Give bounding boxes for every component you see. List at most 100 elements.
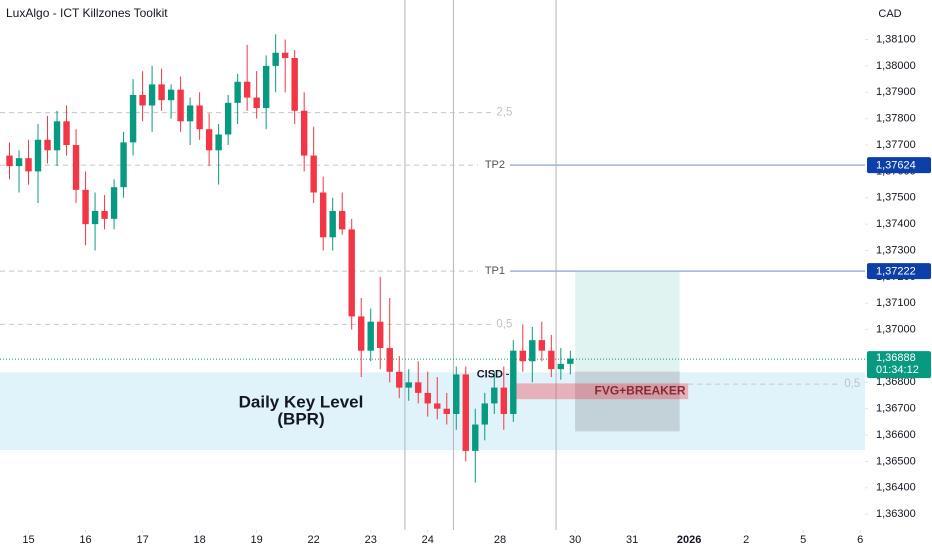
x-tick-label: 18 [193,534,205,546]
candle-body [538,340,546,351]
x-tick-label: 30 [569,534,581,546]
candle-body [262,65,270,109]
chart-title: LuxAlgo - ICT Killzones Toolkit [6,6,168,20]
candle-body [139,94,146,106]
y-tick-label: 1,37500 [876,192,916,204]
candle-body [34,139,42,172]
candle-body [491,387,498,404]
current-price-label: 1,36888 [876,352,916,364]
y-tick-label: 1,37800 [876,113,916,125]
candle-body [386,348,393,372]
y-tick-label: 1,38100 [876,33,916,45]
candle-body [44,139,51,151]
x-tick-label: 24 [422,534,434,546]
candle-body [424,392,431,404]
candle-body [462,374,469,451]
candle-body [177,89,184,122]
candle-body [234,81,241,103]
candle-body [396,371,403,388]
candle-body [110,187,118,219]
current-price-badge [867,351,931,379]
level-label: TP2 [485,159,505,171]
candle-body [377,321,384,349]
label-layer: Daily Key Level(BPR) FVG+BREAKER 2,5 0,5 0,5… [22,33,931,546]
y-tick-label: 1,37000 [876,324,916,336]
candle-body [557,363,565,370]
y-tick-label: 1,38000 [876,60,916,72]
currency-label: CAD [878,8,901,20]
time-axis [0,530,865,550]
x-tick-label: 19 [251,534,263,546]
candle-body [272,52,279,66]
fib-level-label: 2,5 [496,107,512,119]
target-zone [575,271,680,372]
y-tick-label: 1,36300 [876,508,916,520]
x-tick-label: 2026 [677,534,701,546]
y-tick-label: 1,36400 [876,482,916,494]
candle-body [205,129,213,151]
y-tick-label: 1,36500 [876,455,916,467]
candle-body [567,358,574,364]
candle-body [15,158,23,167]
key-level-zone [0,372,865,451]
candle-body [53,121,61,151]
candle-body [434,403,441,409]
candle-body [319,192,327,238]
candle-body [500,387,507,414]
candle-body [243,81,251,98]
stop-zone [575,371,680,432]
candle-body [415,382,422,393]
fvg-label: FVG+BREAKER [594,383,685,397]
candle-body [167,89,175,101]
candle-body [224,102,232,135]
candle-body [186,105,194,122]
x-tick-label: 17 [136,534,148,546]
candle-body [101,210,108,219]
x-tick-label: 28 [494,534,506,546]
x-tick-label: 15 [22,534,34,546]
x-tick-label: 2 [743,534,749,546]
x-tick-label: 6 [857,534,863,546]
candle-body [510,350,517,414]
candle-body [82,189,89,225]
x-tick-label: 22 [308,534,320,546]
y-tick-label: 1,36700 [876,403,916,415]
level-badge [867,263,931,280]
x-tick-label: 16 [79,534,91,546]
candle-body [291,58,298,111]
y-tick-label: 1,37300 [876,244,916,256]
candle-body [215,134,222,151]
candle-body [196,105,203,130]
candle-body [310,155,317,193]
candle-body [367,321,374,351]
candle-body [453,374,460,414]
x-tick-label: 31 [626,534,638,546]
y-tick-label: 1,37900 [876,86,916,98]
candle-body [405,382,412,388]
candle-body [300,110,308,156]
x-tick-label: 23 [365,534,377,546]
fvg-zone [509,383,689,400]
y-tick-label: 1,36600 [876,429,916,441]
candle-body [472,424,479,451]
candle-body [129,94,137,143]
candle-body [25,158,32,172]
candle-body [91,210,99,225]
candle-body [348,229,355,317]
overlay-layer [0,112,865,432]
candle-body [548,350,555,370]
candle-body [120,142,127,188]
level-badge-label: 1,37222 [876,265,916,277]
y-tick-label: 1,36800 [876,376,916,388]
y-tick-label: 1,37700 [876,139,916,151]
candle-body [253,97,260,109]
fib-level-label: 0,5 [844,378,860,390]
candle-body [519,350,527,362]
candle-body [6,155,13,167]
key-level-label: Daily Key Level [239,393,364,412]
candle-body [281,52,289,59]
candle-body [148,84,156,106]
candle-body [158,84,165,101]
